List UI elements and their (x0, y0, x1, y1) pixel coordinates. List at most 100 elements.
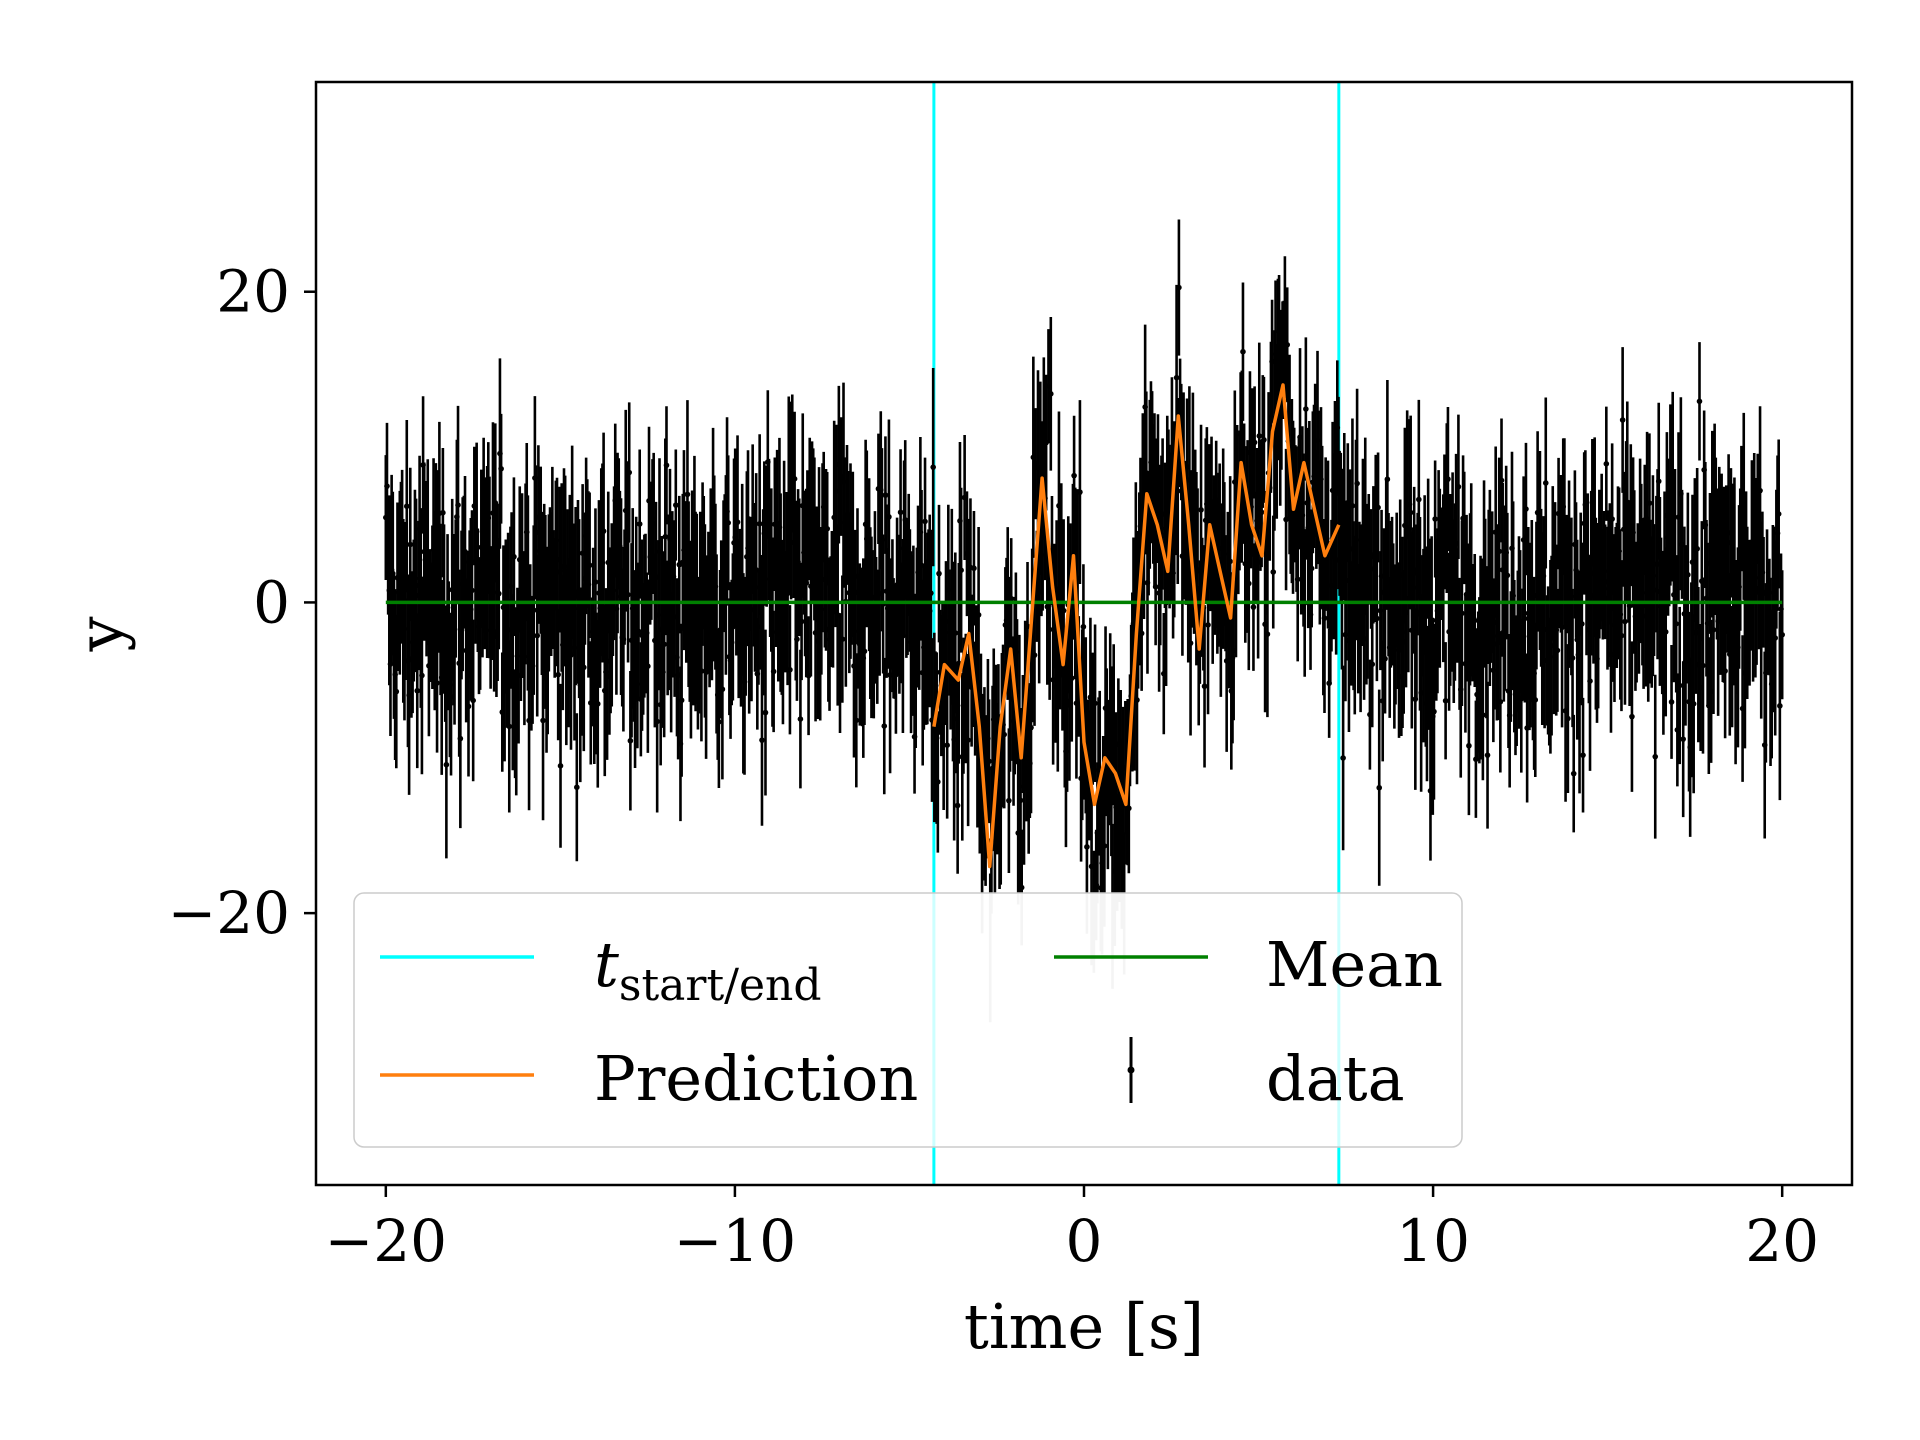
data-point (1496, 548, 1502, 555)
data-point (1626, 603, 1633, 609)
data-point (600, 528, 607, 534)
data-point (1369, 661, 1376, 668)
data-point (1777, 703, 1783, 709)
data-point (839, 636, 846, 642)
data-point (684, 491, 691, 498)
data-point (1579, 621, 1585, 627)
x-tick-label: 10 (1396, 1207, 1470, 1275)
data-point (498, 465, 504, 472)
data-point (952, 630, 959, 636)
legend-label-t-start-end: tstart/end (594, 928, 822, 1011)
data-point (592, 579, 599, 585)
data-point (716, 719, 722, 725)
data-point (756, 520, 763, 527)
data-point (1668, 699, 1675, 705)
data-point (1321, 615, 1328, 621)
data-point (930, 464, 936, 470)
data-point (495, 590, 502, 597)
data-point (1264, 631, 1271, 637)
data-point (965, 737, 971, 743)
data-point (1382, 655, 1388, 662)
data-point (511, 553, 517, 560)
data-point (662, 533, 669, 540)
data-point (443, 761, 450, 768)
axes-ticks: −20 −10 0 10 20 −20 0 20 (168, 258, 1819, 1275)
data-point (506, 723, 513, 730)
data-point (770, 668, 777, 675)
data-point (1152, 584, 1159, 590)
data-point (1484, 752, 1491, 758)
data-point (1375, 504, 1381, 511)
data-point (625, 591, 631, 598)
data-point (1031, 652, 1038, 658)
data-point (393, 688, 400, 695)
data-point (1340, 755, 1346, 761)
data-point (1071, 472, 1077, 479)
data-point (1652, 753, 1659, 760)
legend-label-prediction: Prediction (594, 1042, 918, 1115)
data-point (1251, 439, 1258, 446)
data-point (1376, 784, 1383, 791)
x-tick-label: −20 (325, 1207, 447, 1275)
data-point (1655, 478, 1662, 485)
data-point (1101, 843, 1108, 849)
data-point (1442, 697, 1449, 704)
data-point (626, 469, 633, 476)
data-point (1570, 770, 1577, 777)
legend-label-data: data (1266, 1042, 1405, 1115)
data-point (1619, 417, 1626, 423)
data-point (1432, 516, 1438, 522)
data-point (1017, 797, 1024, 804)
data-point (673, 502, 679, 508)
data-point (1416, 496, 1422, 503)
data-point (935, 779, 941, 785)
data-point (1048, 391, 1054, 397)
data-point (791, 476, 798, 482)
data-point (1060, 607, 1067, 614)
data-point (635, 628, 642, 635)
data-point (1245, 580, 1252, 587)
prediction-line (932, 383, 1341, 869)
x-tick-label: 0 (1066, 1207, 1103, 1275)
data-point (1696, 398, 1703, 405)
data-point (574, 784, 580, 791)
data-point (1690, 701, 1697, 707)
data-point (1587, 678, 1593, 684)
data-point (1685, 571, 1691, 578)
data-point (1138, 630, 1145, 637)
data-point (1580, 752, 1586, 758)
data-point (1466, 742, 1472, 749)
data-point (1240, 348, 1246, 355)
data-point (627, 737, 634, 744)
data-point (1757, 487, 1763, 494)
data-point (1303, 406, 1309, 412)
data-point (1374, 615, 1380, 622)
data-point (759, 737, 765, 743)
data-point (1354, 480, 1360, 487)
data-point (1662, 629, 1669, 635)
data-point (1084, 844, 1090, 850)
data-series (383, 219, 1785, 893)
data-point (555, 671, 561, 678)
data-point (414, 687, 421, 694)
data-point (530, 607, 537, 613)
data-point (1028, 724, 1034, 731)
data-point (419, 672, 425, 679)
data-point (975, 612, 982, 618)
data-point (1676, 682, 1683, 689)
data-point (725, 520, 732, 526)
data-point (787, 666, 793, 673)
data-point (661, 641, 667, 648)
data-point (1498, 477, 1505, 484)
data-point (1173, 374, 1180, 381)
data-point (663, 462, 670, 469)
data-point (1694, 545, 1700, 552)
data-point (1134, 697, 1140, 703)
y-tick-label: −20 (168, 879, 290, 947)
data-point (1542, 480, 1549, 486)
data-point (1445, 476, 1451, 482)
data-point (954, 802, 961, 809)
data-point (457, 735, 464, 742)
legend-handle-data-point (1127, 1066, 1135, 1074)
